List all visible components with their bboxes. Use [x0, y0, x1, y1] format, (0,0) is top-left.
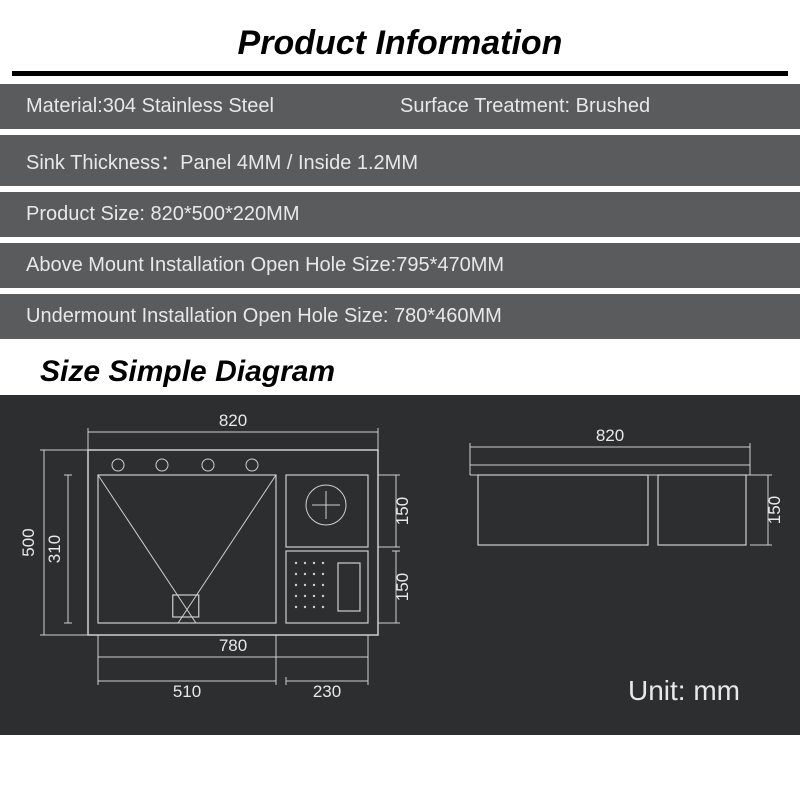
- spec-row: Above Mount Installation Open Hole Size:…: [0, 243, 800, 288]
- svg-text:230: 230: [313, 682, 341, 701]
- spec-row: Product Size: 820*500*220MM: [0, 192, 800, 237]
- svg-text:820: 820: [219, 411, 247, 430]
- spec-cell: Surface Treatment: Brushed: [400, 95, 774, 118]
- spec-cell: Undermount Installation Open Hole Size: …: [26, 305, 774, 328]
- spec-row: Undermount Installation Open Hole Size: …: [0, 294, 800, 339]
- page-title: Product Information: [12, 0, 788, 76]
- svg-text:780: 780: [219, 636, 247, 655]
- spec-row: Sink Thickness：Panel 4MM / Inside 1.2MM: [0, 135, 800, 186]
- svg-text:310: 310: [45, 535, 64, 563]
- unit-label: Unit: mm: [628, 675, 740, 707]
- spec-table: Material:304 Stainless SteelSurface Trea…: [0, 84, 800, 339]
- spec-cell: Material:304 Stainless Steel: [26, 95, 400, 118]
- diagram-area: 820 500 310 150 150 780 510 230 820 150 Unit: mm: [0, 395, 800, 735]
- section-title: Size Simple Diagram: [0, 345, 800, 395]
- svg-text:510: 510: [173, 682, 201, 701]
- svg-text:150: 150: [393, 497, 412, 525]
- spec-cell: Sink Thickness：Panel 4MM / Inside 1.2MM: [26, 146, 774, 175]
- spec-cell: Above Mount Installation Open Hole Size:…: [26, 254, 774, 277]
- svg-text:500: 500: [19, 528, 38, 556]
- svg-text:820: 820: [596, 426, 624, 445]
- svg-text:150: 150: [765, 496, 784, 524]
- spec-row: Material:304 Stainless SteelSurface Trea…: [0, 84, 800, 129]
- svg-text:150: 150: [393, 573, 412, 601]
- spec-cell: Product Size: 820*500*220MM: [26, 203, 774, 226]
